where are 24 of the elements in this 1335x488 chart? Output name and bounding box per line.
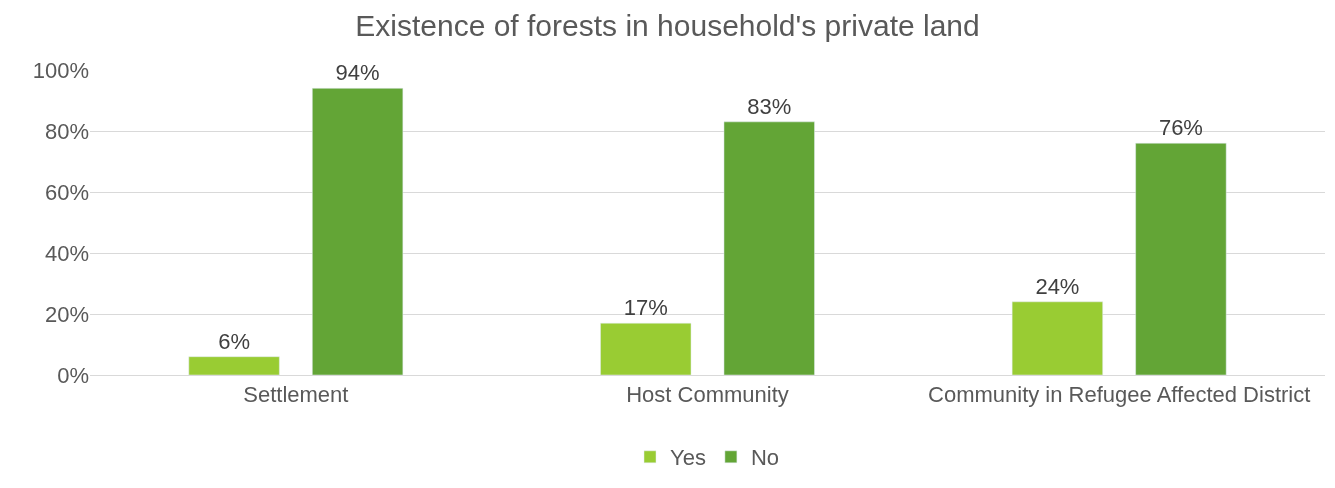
y-tick-label: 20% — [44, 301, 89, 327]
legend-label: No — [750, 445, 780, 471]
bar — [723, 121, 815, 375]
x-tick-label: Settlement — [243, 382, 349, 408]
bar — [600, 322, 692, 375]
bar — [1011, 301, 1103, 375]
y-tick-label: 100% — [32, 57, 89, 83]
x-tick-label: Host Community — [626, 382, 789, 408]
data-label: 6% — [218, 328, 250, 354]
legend-label: Yes — [670, 445, 706, 471]
y-tick-label: 40% — [44, 240, 89, 266]
y-tick-label: 0% — [57, 362, 89, 388]
bar — [1135, 142, 1227, 375]
y-tick-label: 60% — [44, 179, 89, 205]
y-tick-label: 80% — [44, 118, 89, 144]
data-label: 94% — [335, 60, 380, 86]
data-label: 24% — [1035, 273, 1080, 299]
data-label: 83% — [747, 93, 792, 119]
bar — [312, 88, 404, 375]
bar — [188, 356, 280, 375]
data-label: 76% — [1158, 115, 1203, 141]
chart-title: Existence of forests in household's private land — [355, 8, 980, 42]
x-tick-label: Community in Refugee Affected District — [928, 382, 1311, 408]
data-label: 17% — [623, 295, 668, 321]
